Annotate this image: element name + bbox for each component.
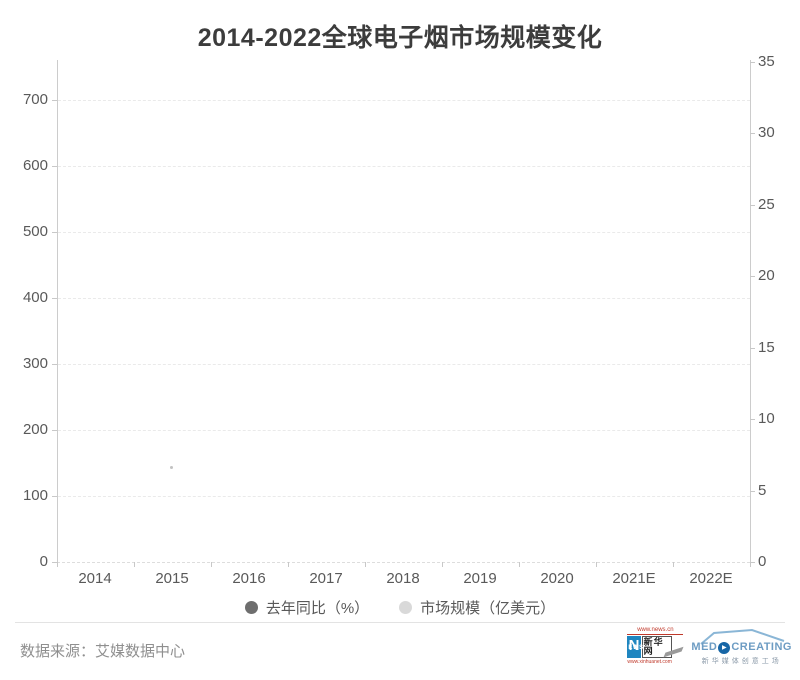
data-source-text: 数据来源：艾媒数据中心 (20, 643, 186, 660)
x-axis-label: 2014 (78, 570, 112, 587)
left-axis-label: 200 (22, 421, 48, 438)
gridline (58, 298, 750, 299)
x-axis-tick (750, 562, 751, 567)
right-axis-tick (750, 62, 755, 63)
roof-icon (700, 628, 785, 645)
gridline (58, 232, 750, 233)
right-axis-tick (750, 205, 755, 206)
xinhuanet-name: 新华网 (641, 636, 673, 658)
x-axis-tick (596, 562, 597, 567)
x-axis-label: 2017 (309, 570, 343, 587)
play-icon: ▶ (718, 641, 731, 654)
left-axis-label: 0 (39, 553, 48, 570)
left-axis-label: 600 (22, 157, 48, 174)
footer-logos: www.news.cn N EWS 新华网 www.xinhuanet.com … (627, 627, 792, 665)
left-axis-tick (52, 430, 57, 431)
xinhuanet-n-icon: N EWS (627, 636, 644, 658)
x-axis-line (57, 562, 750, 563)
left-axis-tick (52, 298, 57, 299)
right-axis-tick (750, 419, 755, 420)
legend: 去年同比（%） 市场规模（亿美元） (0, 597, 800, 618)
right-axis-label: 10 (758, 410, 775, 427)
left-axis-tick (52, 166, 57, 167)
x-axis-tick (211, 562, 212, 567)
left-axis-tick (52, 100, 57, 101)
x-axis-tick (57, 562, 58, 567)
legend-item-series1[interactable]: 去年同比（%） (244, 597, 370, 618)
right-axis-label: 30 (758, 124, 775, 141)
x-axis-label: 2016 (232, 570, 266, 587)
right-axis-label: 35 (758, 53, 775, 70)
left-axis-label: 400 (22, 289, 48, 306)
x-axis-label: 2015 (155, 570, 189, 587)
left-axis-tick (52, 496, 57, 497)
x-axis-tick (134, 562, 135, 567)
right-axis-label: 25 (758, 196, 775, 213)
x-axis-tick (519, 562, 520, 567)
right-axis-tick (750, 491, 755, 492)
xinhuanet-logo: www.news.cn N EWS 新华网 www.xinhuanet.com (627, 627, 684, 665)
right-axis-tick (750, 348, 755, 349)
footer-divider (15, 622, 785, 623)
medcreating-med-text: MED (691, 641, 718, 653)
x-axis-label: 2018 (386, 570, 420, 587)
xinhuanet-ews-text: EWS (628, 645, 644, 651)
right-axis-tick (750, 562, 755, 563)
legend-marker-icon (244, 601, 258, 614)
x-axis-tick (673, 562, 674, 567)
faint-data-point (170, 466, 173, 469)
left-y-axis-line (57, 60, 58, 562)
xinhuanet-logo-main: N EWS 新华网 (627, 636, 684, 658)
left-axis-label: 300 (22, 355, 48, 372)
right-axis-label: 5 (758, 482, 767, 499)
gridline (58, 496, 750, 497)
right-axis-label: 15 (758, 339, 775, 356)
gridline (58, 364, 750, 365)
x-axis-tick (288, 562, 289, 567)
right-axis-label: 20 (758, 267, 775, 284)
legend-label: 去年同比（%） (265, 600, 370, 617)
x-axis-tick (442, 562, 443, 567)
left-axis-label: 700 (22, 91, 48, 108)
gridline (58, 100, 750, 101)
chart-title: 2014-2022全球电子烟市场规模变化 (197, 24, 603, 52)
gridline (58, 430, 750, 431)
left-axis-label: 100 (22, 487, 48, 504)
x-axis-label: 2021E (612, 570, 656, 587)
left-axis-tick (52, 562, 57, 563)
x-axis-label: 2022E (689, 570, 733, 587)
legend-marker-icon (399, 601, 413, 614)
right-axis-tick (750, 276, 755, 277)
x-axis-tick (365, 562, 366, 567)
xinhuanet-url-top: www.news.cn (627, 627, 684, 635)
medcreating-logo: MED ▶ CREATING 新华媒体创意工场 (691, 628, 792, 665)
xinhuanet-url-bottom: www.xinhuanet.com (627, 659, 672, 665)
left-axis-tick (52, 364, 57, 365)
right-axis-tick (750, 133, 755, 134)
x-axis-label: 2019 (463, 570, 497, 587)
medcreating-subtitle: 新华媒体创意工场 (701, 657, 782, 665)
medcreating-creating-text: CREATING (731, 641, 792, 653)
legend-item-series2[interactable]: 市场规模（亿美元） (399, 597, 555, 618)
gridline (58, 166, 750, 167)
left-axis-label: 500 (22, 223, 48, 240)
left-axis-tick (52, 232, 57, 233)
medcreating-wordmark: MED ▶ CREATING (691, 641, 792, 654)
legend-label: 市场规模（亿美元） (420, 600, 556, 617)
x-axis-label: 2020 (540, 570, 574, 587)
right-y-axis-line (750, 60, 751, 562)
right-axis-label: 0 (758, 553, 767, 570)
